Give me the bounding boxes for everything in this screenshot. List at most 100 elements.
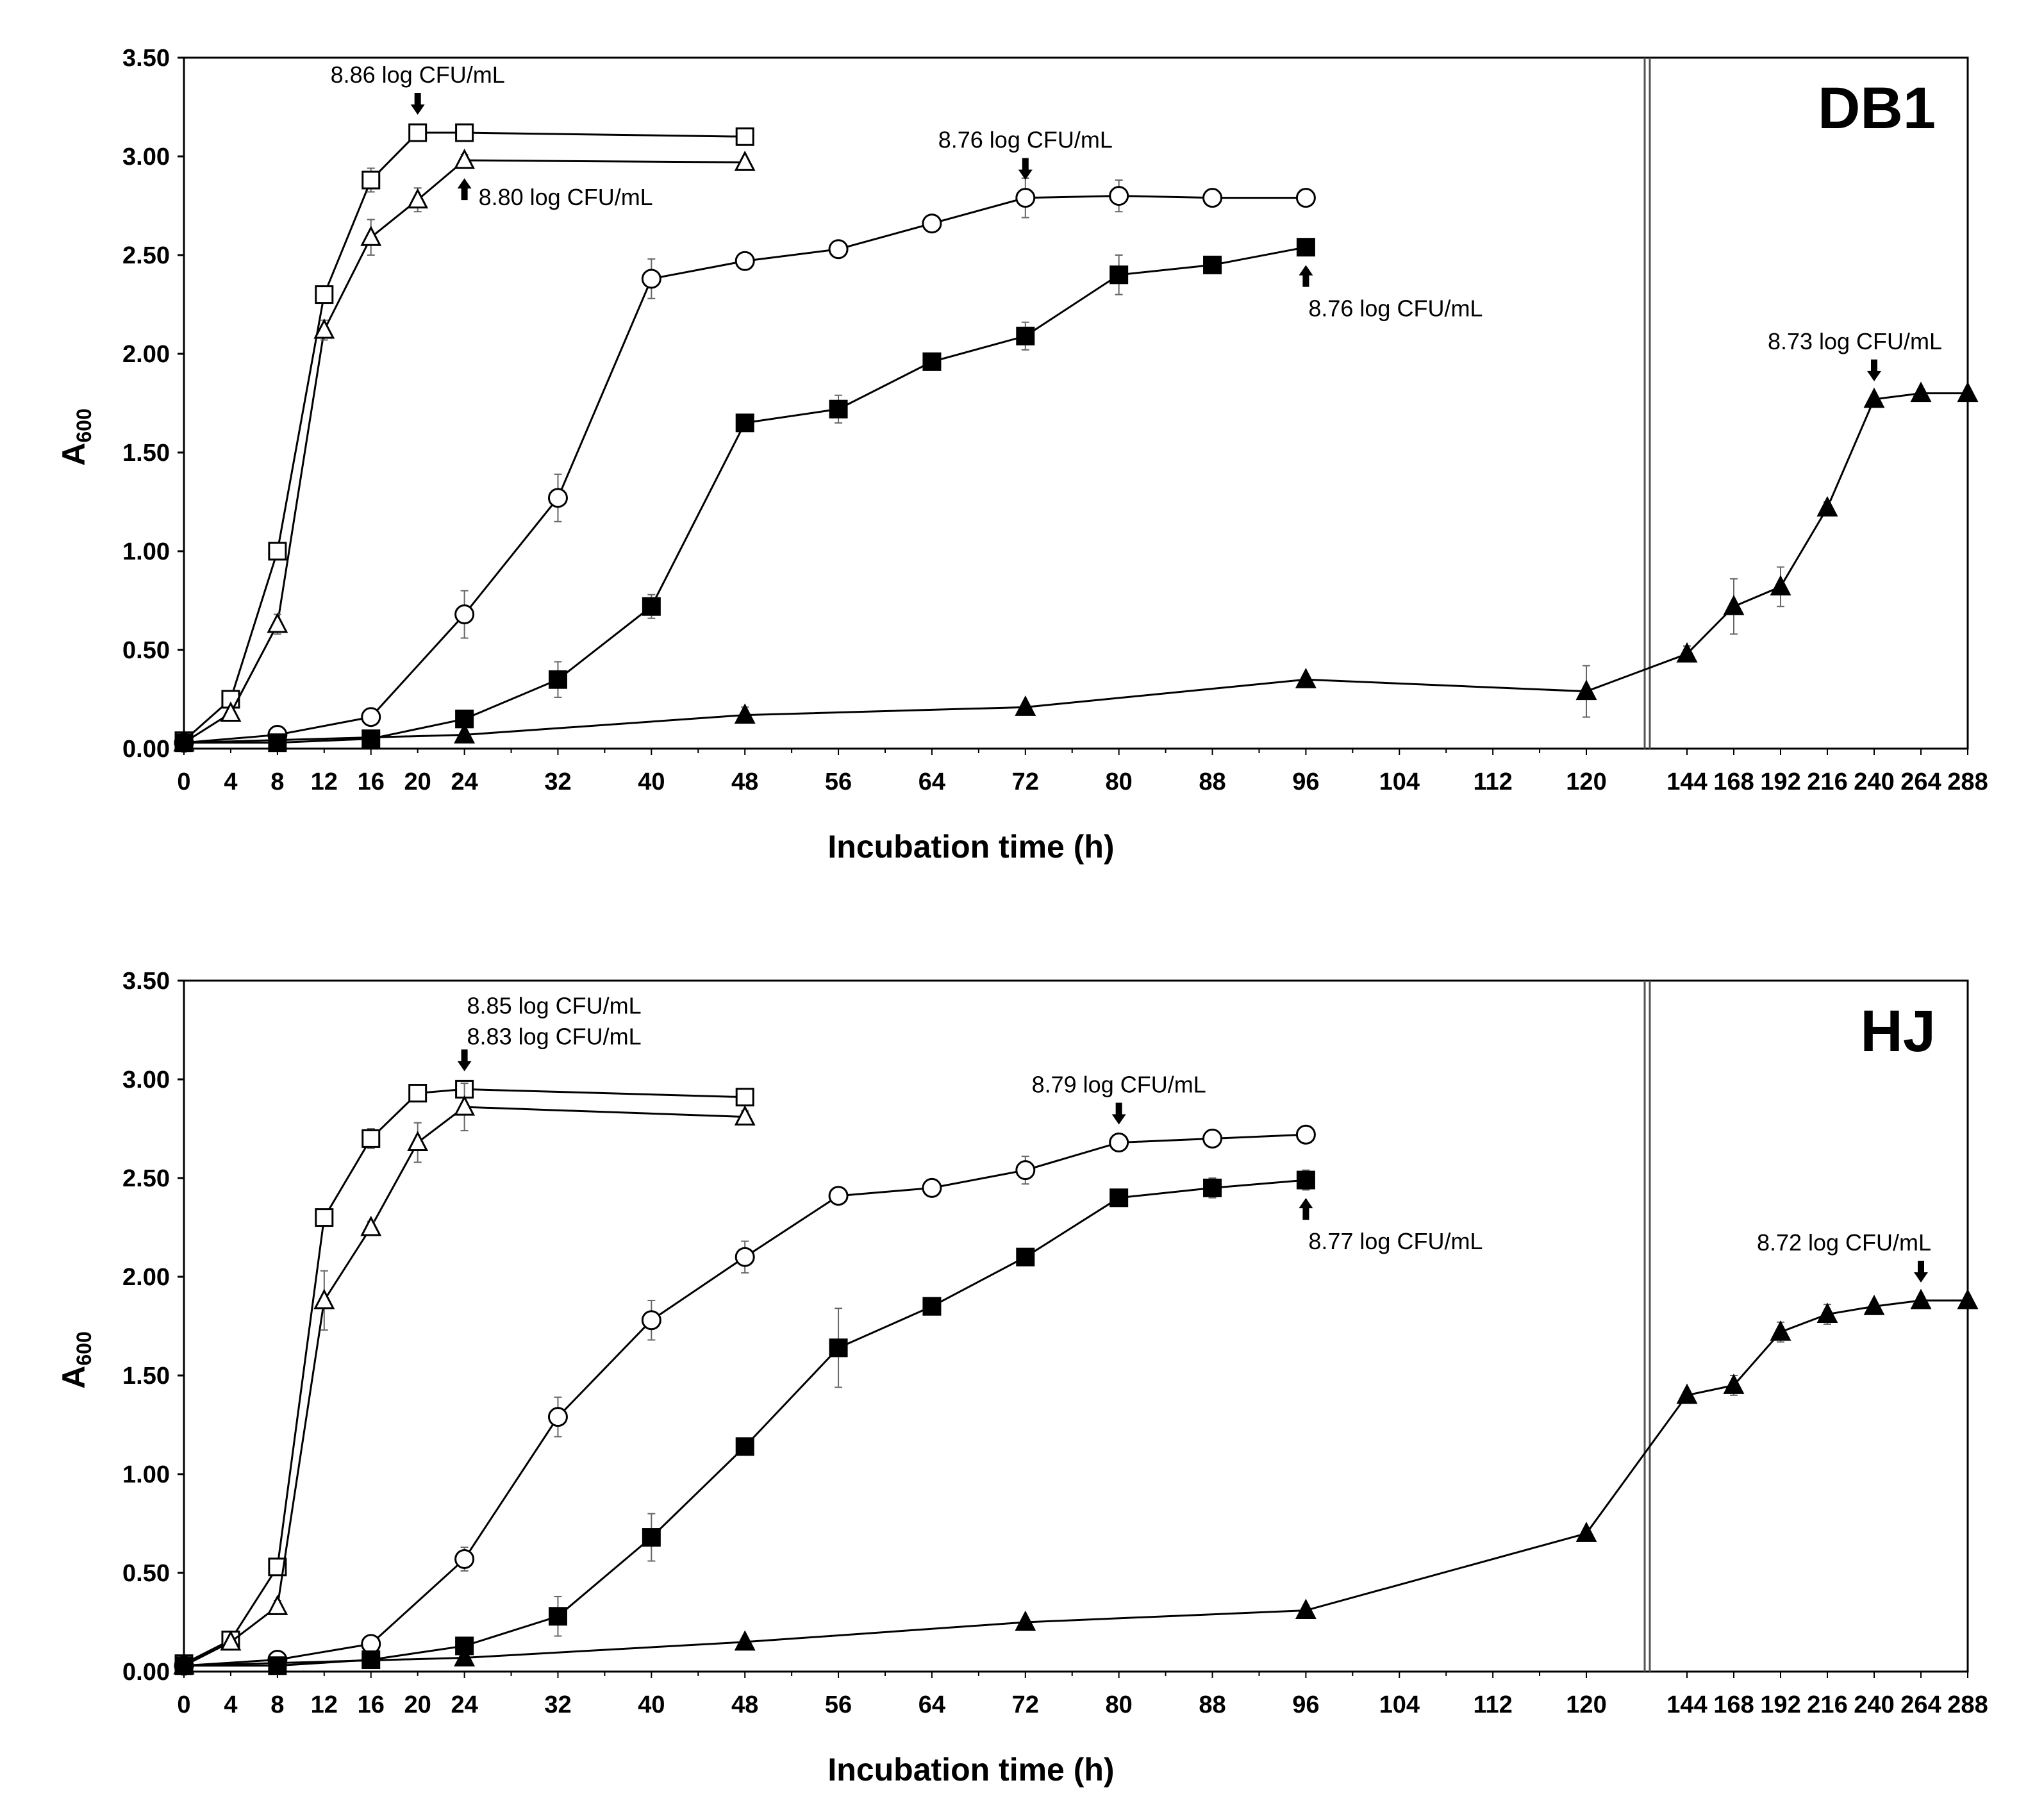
x-tick-label: 64 [918,1691,945,1718]
data-point [1015,1160,1036,1181]
annotation: 8.83 log CFU/mL [467,1023,642,1049]
x-tick-label: 24 [451,768,478,795]
data-point [1575,1522,1597,1542]
x-tick-label: 168 [1713,1691,1754,1718]
y-tick-label: 2.50 [122,1165,170,1192]
x-tick-label: 32 [544,1691,571,1718]
data-point [173,731,195,752]
y-axis-label-main: A [56,1366,92,1389]
annotation: 8.73 log CFU/mL [1768,328,1942,381]
data-point [268,733,287,752]
x-tick-label: 88 [1199,1691,1226,1718]
data-point [548,670,567,689]
data-point [1676,642,1698,663]
data-point [1202,1128,1223,1149]
data-point [734,1105,756,1126]
data-point [1676,1383,1698,1404]
panel-label: HJ [1860,999,1936,1064]
data-point [828,239,849,260]
data-point [735,251,755,271]
annotation: 8.85 log CFU/mL [457,992,642,1072]
x-tick-label: 120 [1566,1691,1606,1718]
data-point [735,1088,754,1107]
x-tick-label: 96 [1292,1691,1319,1718]
data-point [268,542,287,561]
x-tick-label: 104 [1379,1691,1420,1718]
data-point [1770,1320,1791,1341]
x-tick-label: 288 [1947,1691,1988,1718]
data-point [220,701,242,722]
annotation-label: 8.73 log CFU/mL [1768,328,1942,354]
data-point [1863,387,1885,408]
annotation: 8.76 log CFU/mL [938,127,1113,180]
x-tick-label: 216 [1807,768,1847,795]
series-line [184,246,1306,744]
x-tick-label: 192 [1760,1691,1800,1718]
data-point [315,285,334,304]
data-point [734,703,756,724]
series-line [183,131,745,742]
data-point [1957,1288,1979,1309]
data-point [1202,188,1223,208]
x-tick-label: 80 [1106,1691,1133,1718]
arrow-down-icon [457,1049,472,1072]
data-point [454,1549,475,1569]
y-tick-label: 3.50 [122,45,170,72]
data-point [735,413,754,433]
y-tick-label: 0.50 [122,637,170,664]
series-line [183,392,1968,744]
x-tick-label: 0 [177,768,190,795]
annotation-label: 8.76 log CFU/mL [1308,295,1483,322]
y-tick-label: 0.00 [122,736,170,763]
data-point [407,1131,429,1152]
x-tick-label: 16 [358,768,385,795]
series-filled-triangle [173,1288,1979,1675]
annotation-label: 8.85 log CFU/mL [467,992,642,1018]
x-tick-label: 4 [224,768,237,795]
plot-frame [183,979,1969,1673]
annotation-label: 8.77 log CFU/mL [1308,1228,1483,1254]
x-tick-label: 48 [731,768,758,795]
data-point [734,1630,756,1651]
y-tick-label: 2.00 [122,341,170,368]
x-tick-label: 24 [451,1691,478,1718]
series-open-square [174,1079,754,1674]
data-point [454,1646,476,1666]
series-open-square [174,123,754,751]
y-tick-label: 1.50 [122,440,170,467]
data-point [361,170,381,190]
data-point [1957,381,1979,403]
chart-panel-db1: DB1 Incubation time (h) A600 0.00 0.50 1.0… [56,45,1988,865]
data-point [454,604,475,625]
data-point [1723,594,1745,615]
data-point [828,1186,849,1206]
panel-label: DB1 [1818,76,1936,141]
x-tick-label: 264 [1900,1691,1941,1718]
data-point [454,723,476,743]
arrow-up-icon [1299,1198,1313,1220]
annotation: 8.76 log CFU/mL [1299,265,1483,322]
data-point [1723,1374,1745,1394]
data-point [547,1407,568,1427]
x-tick-label: 16 [358,1691,385,1718]
y-tick-label: 1.00 [122,538,170,565]
x-tick-label: 8 [270,1691,284,1718]
annotation-label: 8.80 log CFU/mL [479,184,653,210]
x-axis-label: Incubation time (h) [827,829,1114,865]
x-tick-label: 0 [177,1691,190,1718]
data-point [734,150,756,171]
data-point [922,213,942,234]
x-tick-label: 56 [825,768,852,795]
data-point [1295,667,1317,688]
x-axis-label: Incubation time (h) [827,1752,1114,1788]
annotation: 8.80 log CFU/mL [457,178,653,210]
series-line [183,1088,745,1665]
data-point [1015,1610,1036,1631]
data-point [1816,1302,1838,1324]
y-tick-label: 3.50 [122,968,170,995]
x-tick-label: 48 [731,1691,758,1718]
series-line [183,195,1306,744]
data-point [455,123,474,142]
arrow-up-icon [457,178,472,201]
data-point [1109,1133,1129,1153]
